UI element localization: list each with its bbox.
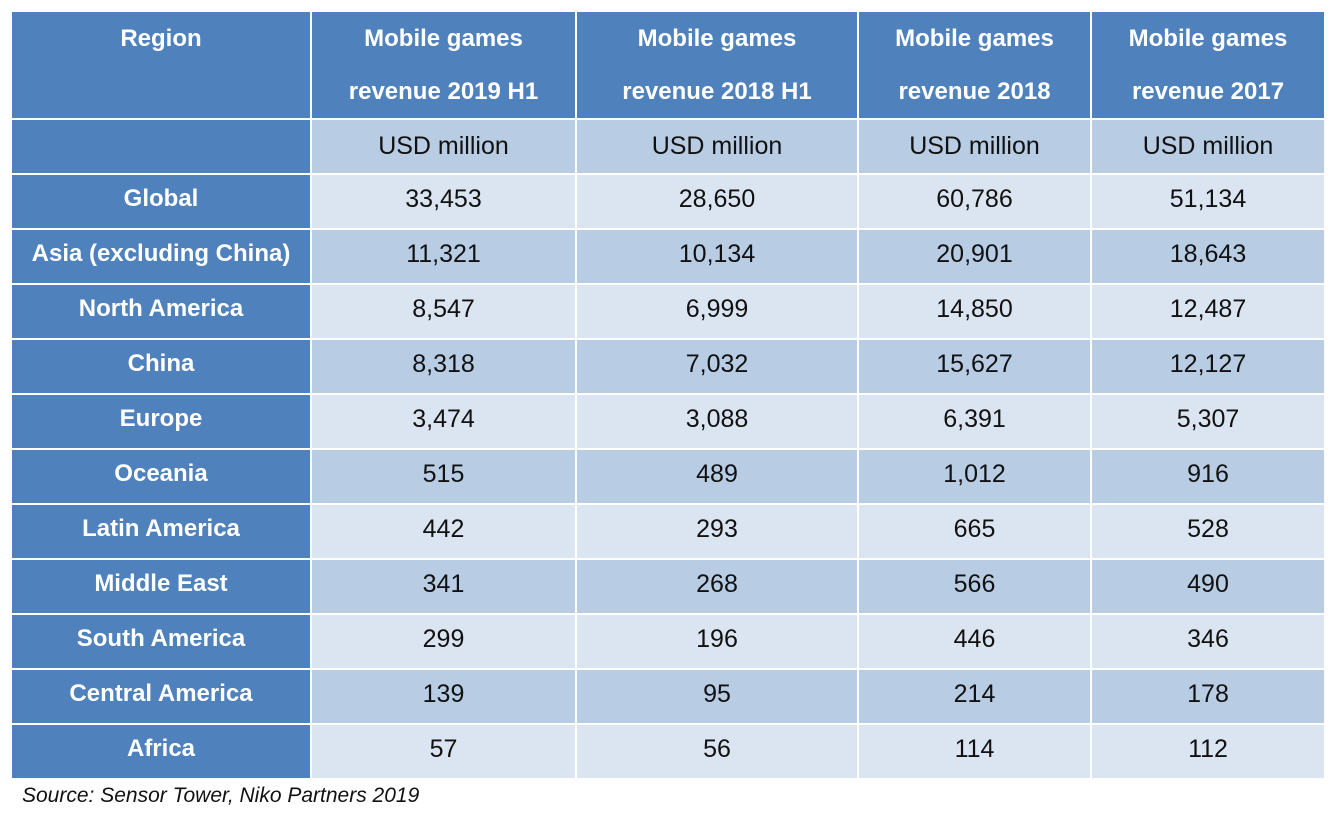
value-cell: 346 — [1090, 613, 1326, 670]
value-cell: 56 — [575, 723, 859, 780]
region-cell: Latin America — [10, 503, 312, 560]
table-row: Oceania 515 489 1,012 916 — [10, 448, 1326, 505]
value-cell: 10,134 — [575, 228, 859, 285]
value-cell: 515 — [310, 448, 577, 505]
header-2017: Mobile games revenue 2017 — [1090, 10, 1326, 120]
table-row: Latin America 442 293 665 528 — [10, 503, 1326, 560]
value-cell: 20,901 — [857, 228, 1092, 285]
units-row: USD million USD million USD million USD … — [10, 118, 1326, 175]
value-cell: 442 — [310, 503, 577, 560]
value-cell: 7,032 — [575, 338, 859, 395]
value-cell: 95 — [575, 668, 859, 725]
header-2018-h1: Mobile games revenue 2018 H1 — [575, 10, 859, 120]
region-cell: Oceania — [10, 448, 312, 505]
header-row: Region Mobile games revenue 2019 H1 Mobil… — [10, 10, 1326, 120]
units-region-cell — [10, 118, 312, 175]
value-cell: 916 — [1090, 448, 1326, 505]
region-cell: Africa — [10, 723, 312, 780]
value-cell: 178 — [1090, 668, 1326, 725]
table-row: South America 299 196 446 346 — [10, 613, 1326, 670]
value-cell: 293 — [575, 503, 859, 560]
header-region: Region — [10, 10, 312, 120]
table-row: China 8,318 7,032 15,627 12,127 — [10, 338, 1326, 395]
value-cell: 6,391 — [857, 393, 1092, 450]
value-cell: 446 — [857, 613, 1092, 670]
value-cell: 114 — [857, 723, 1092, 780]
source-note: Source: Sensor Tower, Niko Partners 2019 — [22, 784, 420, 807]
header-2018: Mobile games revenue 2018 — [857, 10, 1092, 120]
value-cell: 51,134 — [1090, 173, 1326, 230]
table-row: Global 33,453 28,650 60,786 51,134 — [10, 173, 1326, 230]
value-cell: 12,127 — [1090, 338, 1326, 395]
table-row: Middle East 341 268 566 490 — [10, 558, 1326, 615]
table-row: Africa 57 56 114 112 — [10, 723, 1326, 780]
value-cell: 8,547 — [310, 283, 577, 340]
value-cell: 33,453 — [310, 173, 577, 230]
region-cell: Middle East — [10, 558, 312, 615]
value-cell: 528 — [1090, 503, 1326, 560]
value-cell: 112 — [1090, 723, 1326, 780]
value-cell: 15,627 — [857, 338, 1092, 395]
units-cell: USD million — [857, 118, 1092, 175]
value-cell: 566 — [857, 558, 1092, 615]
table-row: Europe 3,474 3,088 6,391 5,307 — [10, 393, 1326, 450]
revenue-table: Region Mobile games revenue 2019 H1 Mobil… — [10, 10, 1326, 780]
units-cell: USD million — [575, 118, 859, 175]
value-cell: 14,850 — [857, 283, 1092, 340]
value-cell: 665 — [857, 503, 1092, 560]
table-header: Region Mobile games revenue 2019 H1 Mobil… — [10, 10, 1326, 120]
value-cell: 489 — [575, 448, 859, 505]
table-row: Asia (excluding China) 11,321 10,134 20,901… — [10, 228, 1326, 285]
region-cell: China — [10, 338, 312, 395]
value-cell: 139 — [310, 668, 577, 725]
value-cell: 3,088 — [575, 393, 859, 450]
value-cell: 5,307 — [1090, 393, 1326, 450]
value-cell: 1,012 — [857, 448, 1092, 505]
region-cell: South America — [10, 613, 312, 670]
value-cell: 57 — [310, 723, 577, 780]
table-body: USD million USD million USD million USD … — [10, 118, 1326, 780]
value-cell: 12,487 — [1090, 283, 1326, 340]
table-row: Central America 139 95 214 178 — [10, 668, 1326, 725]
value-cell: 18,643 — [1090, 228, 1326, 285]
value-cell: 214 — [857, 668, 1092, 725]
value-cell: 299 — [310, 613, 577, 670]
value-cell: 196 — [575, 613, 859, 670]
table-row: North America 8,547 6,999 14,850 12,487 — [10, 283, 1326, 340]
header-2019-h1: Mobile games revenue 2019 H1 — [310, 10, 577, 120]
region-cell: North America — [10, 283, 312, 340]
value-cell: 8,318 — [310, 338, 577, 395]
value-cell: 60,786 — [857, 173, 1092, 230]
value-cell: 6,999 — [575, 283, 859, 340]
value-cell: 11,321 — [310, 228, 577, 285]
value-cell: 490 — [1090, 558, 1326, 615]
units-cell: USD million — [310, 118, 577, 175]
units-cell: USD million — [1090, 118, 1326, 175]
region-cell: Global — [10, 173, 312, 230]
value-cell: 28,650 — [575, 173, 859, 230]
value-cell: 268 — [575, 558, 859, 615]
region-cell: Europe — [10, 393, 312, 450]
revenue-table-container: Region Mobile games revenue 2019 H1 Mobil… — [10, 10, 1326, 780]
region-cell: Asia (excluding China) — [10, 228, 312, 285]
value-cell: 3,474 — [310, 393, 577, 450]
region-cell: Central America — [10, 668, 312, 725]
value-cell: 341 — [310, 558, 577, 615]
